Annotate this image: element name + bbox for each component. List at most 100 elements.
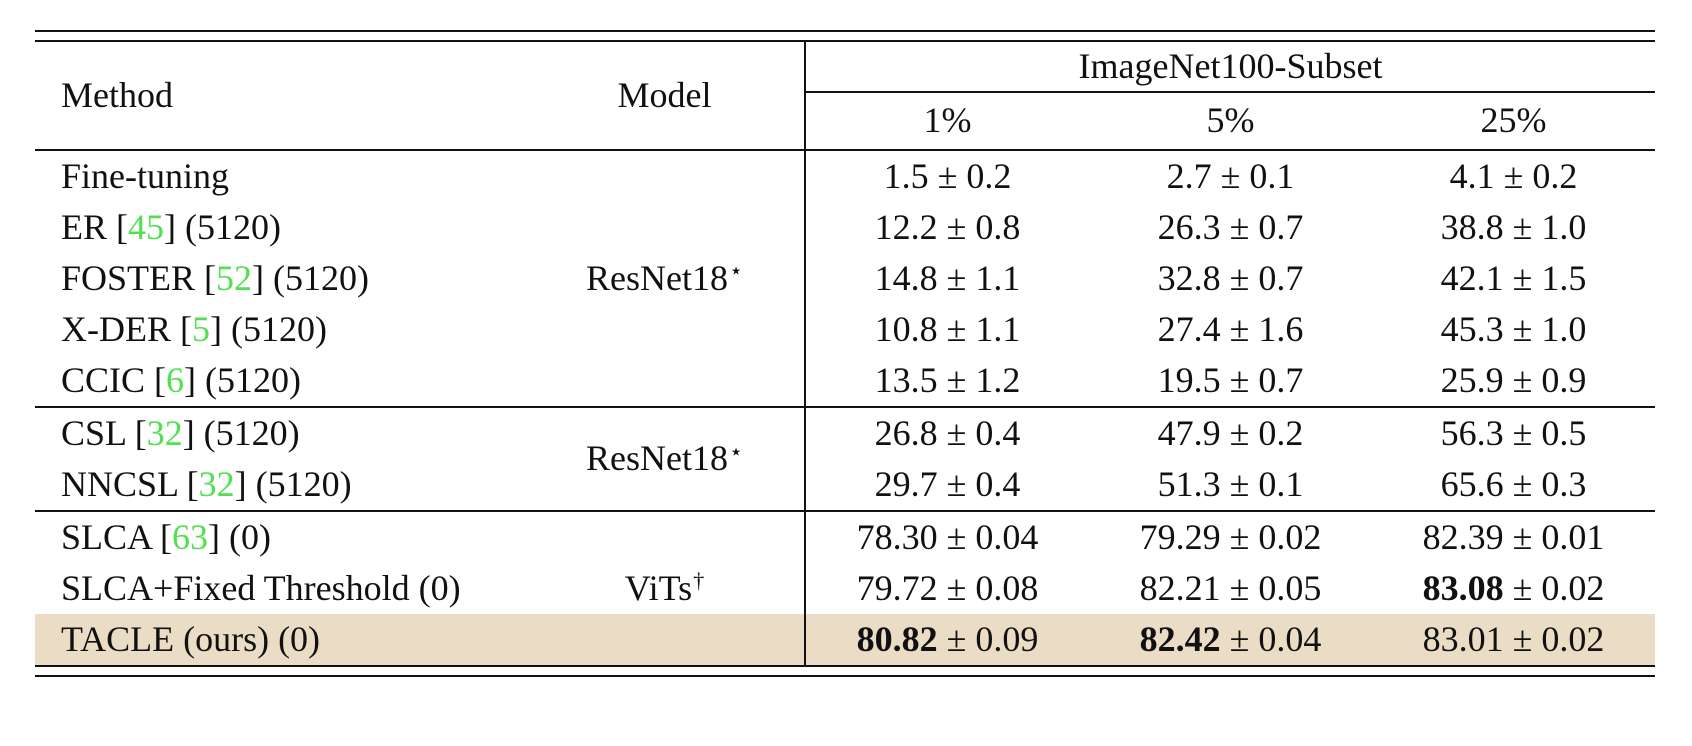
mean-value: 83.01	[1422, 618, 1504, 659]
value-cell: 80.82 ± 0.09	[804, 614, 1089, 665]
mean-value: 56.3	[1440, 412, 1504, 453]
value-cell: 27.4 ± 1.6	[1089, 304, 1372, 355]
value-cell: 47.9 ± 0.2	[1089, 407, 1372, 459]
column-header-5pct: 5%	[1089, 92, 1372, 151]
table-row: ER [45] (5120) 12.2 ± 0.8 26.3 ± 0.7 38.8 ±…	[35, 202, 1655, 253]
table-row: CCIC [6] (5120) 13.5 ± 1.2 19.5 ± 0.7 25.9…	[35, 355, 1656, 408]
stddev-value: ± 0.7	[1229, 257, 1304, 298]
method-suffix: ] (5120)	[252, 257, 369, 298]
method-cell: ER [45] (5120)	[35, 202, 525, 253]
results-table: Method Model ImageNet100-Subset 1% 5% 25…	[35, 42, 1656, 665]
value-cell: 13.5 ± 1.2	[804, 355, 1089, 408]
model-name: ViTs	[624, 567, 693, 608]
mean-value: 38.8	[1440, 206, 1504, 247]
mean-value: 45.3	[1440, 308, 1504, 349]
mean-value: 19.5	[1157, 359, 1221, 400]
method-suffix: ] (5120)	[234, 463, 352, 504]
method-suffix: ] (0)	[208, 516, 271, 557]
method-label: FOSTER [	[61, 257, 217, 298]
stddev-value: ± 0.7	[1229, 359, 1304, 400]
mean-value: 2.7	[1166, 155, 1212, 196]
column-header-method: Method	[35, 42, 525, 151]
value-cell: 45.3 ± 1.0	[1372, 304, 1655, 355]
method-suffix: ] (5120)	[184, 359, 301, 400]
mean-value: 79.72	[856, 567, 938, 608]
mean-value: 83.08	[1422, 567, 1504, 608]
mean-value: 42.1	[1440, 257, 1504, 298]
column-header-25pct: 25%	[1372, 92, 1656, 151]
mean-value: 78.30	[856, 516, 938, 557]
stddev-value: ± 1.0	[1512, 206, 1587, 247]
citation-number: 52	[216, 257, 253, 298]
value-cell: 19.5 ± 0.7	[1089, 355, 1372, 408]
method-cell: X-DER [5] (5120)	[35, 304, 525, 355]
header-row-group: Method Model ImageNet100-Subset	[35, 42, 1656, 151]
stddev-value: ± 0.1	[1220, 155, 1295, 196]
mean-value: 29.7	[874, 463, 938, 504]
stddev-value: ± 0.02	[1229, 516, 1322, 557]
stddev-value: ± 1.5	[1512, 257, 1587, 298]
method-cell: CSL [32] (5120)	[35, 407, 525, 459]
method-label: NNCSL [	[61, 463, 199, 504]
value-cell: 10.8 ± 1.1	[804, 304, 1089, 355]
citation-number: 63	[172, 516, 209, 557]
value-cell: 79.72 ± 0.08	[804, 563, 1089, 614]
mean-value: 10.8	[874, 308, 938, 349]
table-row-ours: TACLE (ours) (0) 80.82 ± 0.09 82.42 ± 0.04…	[35, 614, 1656, 665]
mean-value: 26.3	[1157, 206, 1221, 247]
stddev-value: ± 0.5	[1512, 412, 1587, 453]
value-cell: 56.3 ± 0.5	[1372, 407, 1655, 459]
stddev-value: ± 0.08	[946, 567, 1039, 608]
method-label: TACLE (ours) (0)	[61, 618, 321, 659]
stddev-value: ± 0.7	[1229, 206, 1304, 247]
stddev-value: ± 1.0	[1512, 308, 1587, 349]
method-label: X-DER [	[61, 308, 192, 349]
model-superscript-star: ⋆	[729, 438, 743, 464]
citation-number: 6	[166, 359, 185, 400]
method-label: SLCA+Fixed Threshold (0)	[61, 567, 461, 608]
stddev-value: ± 0.2	[1229, 412, 1304, 453]
citation-number: 32	[198, 463, 235, 504]
table-row: SLCA [63] (0) ViTs† 78.30 ± 0.04 79.29 ± 0…	[35, 511, 1655, 606]
stddev-value: ± 0.02	[1512, 567, 1605, 608]
mean-value: 82.39	[1422, 516, 1504, 557]
table-row: Fine-tuning ResNet18⋆ 1.5 ± 0.2 2.7 ± 0.1 …	[35, 150, 1655, 408]
bottom-double-rule	[35, 665, 1655, 677]
method-cell: SLCA [63] (0)	[35, 511, 525, 563]
model-name: ResNet18	[586, 438, 728, 479]
method-label: CCIC [	[61, 359, 167, 400]
value-cell: 2.7 ± 0.1	[1089, 150, 1372, 202]
method-cell: TACLE (ours) (0)	[35, 614, 525, 665]
model-name: ResNet18	[586, 257, 728, 298]
value-cell: 82.39 ± 0.01	[1372, 511, 1655, 563]
value-cell: 78.30 ± 0.04	[804, 511, 1089, 563]
model-cell: ResNet18⋆	[525, 407, 805, 512]
stddev-value: ± 0.3	[1512, 463, 1587, 504]
mean-value: 27.4	[1157, 308, 1221, 349]
value-cell: 79.29 ± 0.02	[1089, 511, 1372, 563]
table-row: SLCA+Fixed Threshold (0) 79.72 ± 0.08 82.…	[35, 563, 1655, 614]
stddev-value: ± 0.01	[1512, 516, 1605, 557]
stddev-value: ± 0.1	[1229, 463, 1304, 504]
method-cell: SLCA+Fixed Threshold (0)	[35, 563, 525, 614]
value-cell: 51.3 ± 0.1	[1089, 459, 1372, 512]
stddev-value: ± 0.2	[1503, 155, 1578, 196]
stddev-value: ± 1.2	[946, 359, 1021, 400]
method-suffix: ] (5120)	[164, 206, 281, 247]
stddev-value: ± 0.02	[1512, 618, 1605, 659]
stddev-value: ± 0.9	[1512, 359, 1587, 400]
model-superscript-star: ⋆	[729, 258, 743, 284]
value-cell: 14.8 ± 1.1	[804, 253, 1089, 304]
value-cell: 65.6 ± 0.3	[1372, 459, 1656, 512]
value-cell: 83.08 ± 0.02	[1372, 563, 1655, 614]
value-cell: 1.5 ± 0.2	[804, 150, 1089, 202]
top-double-rule	[35, 30, 1655, 42]
stddev-value: ± 0.2	[937, 155, 1012, 196]
mean-value: 14.8	[874, 257, 938, 298]
stddev-value: ± 1.6	[1229, 308, 1304, 349]
header-row-subsets: 1% 5% 25%	[35, 92, 1656, 151]
mean-value: 65.6	[1440, 463, 1504, 504]
mean-value: 26.8	[874, 412, 938, 453]
column-group-header: ImageNet100-Subset	[803, 42, 1656, 93]
method-cell: CCIC [6] (5120)	[35, 355, 525, 408]
